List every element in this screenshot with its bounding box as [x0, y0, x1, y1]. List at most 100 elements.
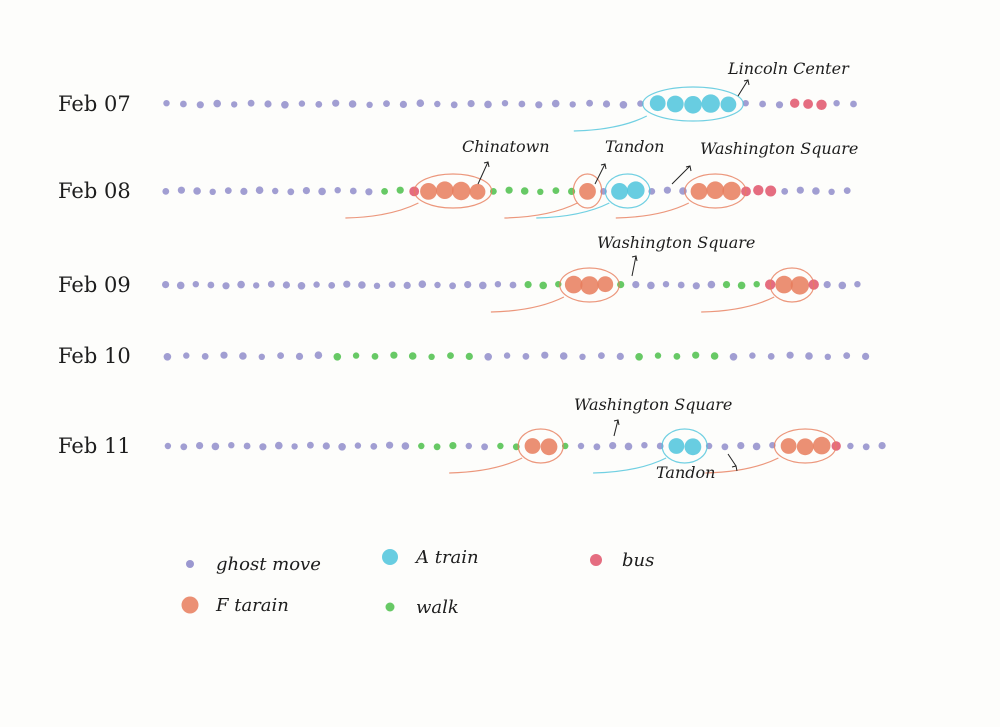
ghost-dot [467, 100, 475, 108]
f-train-dot [796, 438, 814, 456]
ghost-dot [240, 187, 248, 195]
walk-dot [333, 353, 342, 361]
transit-tail [573, 115, 648, 132]
ghost-dot [786, 351, 794, 359]
f-train-dot [706, 181, 725, 199]
ghost-dot [373, 282, 381, 289]
walk-dot [654, 352, 662, 359]
a-train-dot [666, 95, 684, 113]
f-train-dot [469, 183, 486, 200]
annotation-arrow [594, 163, 606, 185]
ghost-dot [593, 443, 601, 451]
walk-dot [371, 353, 379, 360]
timeline-row: Feb 07 [58, 86, 857, 132]
transit-loop [661, 428, 708, 464]
ghost-dot [272, 187, 279, 195]
ghost-dot [177, 186, 185, 194]
legend-label: bus [622, 550, 654, 571]
ghost-dot [828, 188, 835, 195]
legend-item: ghost move [186, 554, 321, 575]
walk-dot [737, 281, 746, 290]
ghost-dot [255, 186, 264, 194]
f-train-dot [524, 438, 541, 454]
legend-label: F tarain [215, 595, 289, 616]
transit-loop [572, 173, 603, 209]
walk-dot [497, 442, 504, 450]
transit-loop [642, 86, 744, 122]
bus-dot [765, 185, 777, 197]
ghost-dot [752, 442, 761, 451]
ghost-dot [322, 442, 330, 450]
walk-dot [524, 281, 532, 289]
legend-item: F tarain [181, 595, 289, 616]
ghost-dot [388, 281, 396, 288]
ghost-dot [314, 351, 323, 360]
ghost-dot [579, 353, 586, 360]
ghost-dot [275, 441, 283, 450]
ghost-dot [729, 353, 738, 361]
ghost-dot [196, 101, 204, 109]
ghost-dot [298, 100, 306, 107]
ghost-dot [838, 281, 847, 290]
ghost-dot [586, 99, 593, 107]
ghost-dot [721, 443, 729, 451]
legend-label: ghost move [216, 554, 321, 575]
ghost-dot [843, 352, 851, 359]
ghost-dot [484, 100, 492, 109]
f-train-dot [597, 276, 614, 293]
walk-dot [673, 353, 681, 360]
ghost-dot [162, 281, 170, 289]
ghost-dot [192, 281, 199, 288]
ghost-dot [663, 186, 672, 194]
place-annotation: Tandon [594, 137, 664, 185]
ghost-dot [692, 282, 700, 290]
ghost-dot [259, 443, 267, 451]
ghost-dot [501, 100, 509, 107]
arrow-head [685, 165, 692, 172]
ghost-dot [247, 99, 255, 107]
f-train-dot [722, 181, 741, 201]
ghost-dot [291, 443, 298, 450]
transit-tail [345, 202, 419, 219]
ghost-dot [201, 353, 209, 360]
transit-tail [449, 457, 523, 474]
ghost-dot [707, 280, 716, 289]
ghost-dot [767, 353, 775, 360]
ghost-dot [850, 100, 857, 108]
ghost-dot [541, 351, 549, 359]
legend-item: walk [385, 597, 459, 618]
date-label: Feb 07 [58, 92, 131, 116]
a-train-dot [684, 96, 702, 114]
ghost-dot [551, 99, 560, 108]
ghost-dot [383, 100, 390, 107]
ghost-dot [824, 353, 831, 360]
ghost-dot [616, 352, 624, 360]
ghost-dot [509, 281, 517, 289]
transit-tail [536, 202, 610, 219]
ghost-dot [267, 280, 275, 288]
ghost-dot [535, 101, 543, 109]
f-train-dot [420, 183, 437, 200]
a-train-dot [627, 181, 645, 199]
transit-tail [490, 296, 565, 313]
ghost-dot [624, 442, 633, 451]
arrow-head [483, 161, 490, 168]
ghost-dot [481, 443, 488, 451]
ghost-dot [569, 101, 576, 108]
ghost-dot [313, 281, 320, 288]
transit-loop [517, 428, 564, 464]
arrow-head [743, 79, 750, 86]
f-train-dot [775, 275, 793, 294]
ghost-dot [258, 353, 265, 360]
f-train-dot-legend [181, 596, 199, 614]
f-train-dot [452, 181, 471, 201]
ghost-dot [318, 187, 326, 196]
ghost-dot [209, 188, 216, 195]
ghost-dot [281, 101, 289, 109]
walk-dot [505, 186, 513, 194]
date-label: Feb 08 [58, 179, 131, 203]
transit-tail [504, 202, 578, 219]
ghost-dot [796, 186, 804, 194]
ghost-dot [176, 281, 185, 290]
